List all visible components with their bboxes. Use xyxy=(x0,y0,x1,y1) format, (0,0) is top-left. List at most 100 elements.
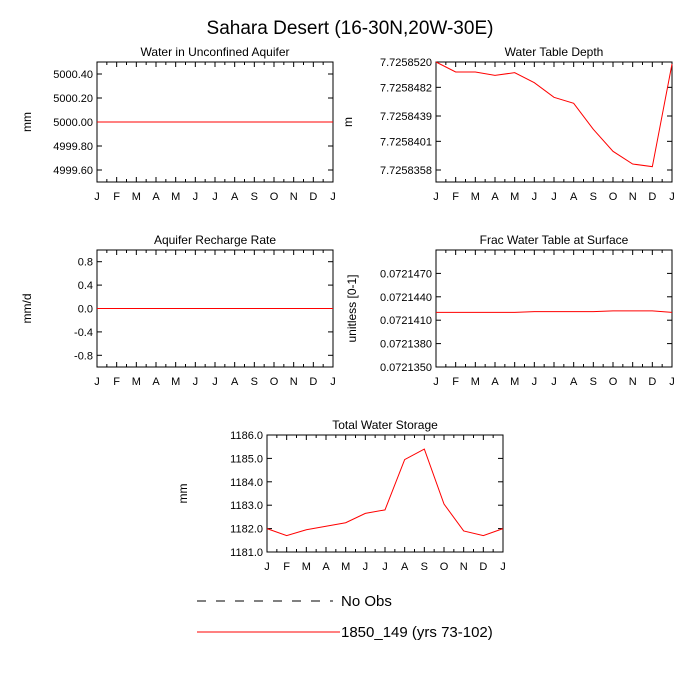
plot-frame xyxy=(435,249,673,368)
plot-frame xyxy=(435,61,673,183)
x-tick-label: N xyxy=(460,561,468,573)
y-tick-label: 0.0 xyxy=(78,304,93,316)
x-tick-label: A xyxy=(570,191,578,203)
x-tick-label: J xyxy=(330,376,336,388)
panel-title: Total Water Storage xyxy=(332,418,438,432)
y-tick-label: 0.0721380 xyxy=(380,339,432,351)
y-axis-label: mm/d xyxy=(20,294,34,324)
x-tick-label: M xyxy=(171,376,180,388)
x-tick-label: J xyxy=(433,376,439,388)
x-tick-label: A xyxy=(152,376,160,388)
series-line-1850-149-yrs-73-102 xyxy=(266,448,504,537)
y-tick-label: 1186.0 xyxy=(230,430,263,442)
x-tick-label: J xyxy=(551,191,557,203)
y-tick-label: -0.8 xyxy=(74,350,93,362)
x-tick-label: A xyxy=(491,376,499,388)
panel-title: Water Table Depth xyxy=(505,45,604,59)
x-tick-label: M xyxy=(302,561,311,573)
y-tick-label: 5000.00 xyxy=(53,117,93,129)
y-tick-label: 7.7258520 xyxy=(380,57,432,69)
y-tick-label: -0.4 xyxy=(74,327,93,339)
x-tick-label: M xyxy=(471,376,480,388)
x-tick-label: D xyxy=(479,561,487,573)
y-tick-label: 0.0721410 xyxy=(380,315,432,327)
x-tick-label: J xyxy=(212,376,218,388)
x-tick-label: J xyxy=(264,561,270,573)
x-tick-label: N xyxy=(290,191,298,203)
y-tick-label: 4999.60 xyxy=(53,165,93,177)
x-tick-label: J xyxy=(94,191,100,203)
x-tick-label: A xyxy=(322,561,330,573)
legend: No Obs 1850_149 (yrs 73-102) xyxy=(197,593,493,641)
legend-label-1850-149: 1850_149 (yrs 73-102) xyxy=(341,624,493,641)
y-tick-label: 0.4 xyxy=(78,280,93,292)
x-tick-label: S xyxy=(251,191,258,203)
legend-label-no-obs: No Obs xyxy=(341,593,392,610)
y-tick-label: 1183.0 xyxy=(230,500,263,512)
x-tick-label: S xyxy=(590,191,597,203)
y-axis-label: mm xyxy=(20,112,34,132)
figure-title: Sahara Desert (16-30N,20W-30E) xyxy=(207,18,494,39)
x-tick-label: D xyxy=(309,376,317,388)
series-line-1850-149-yrs-73-102 xyxy=(435,61,673,168)
y-tick-label: 7.7258439 xyxy=(380,111,432,123)
x-tick-label: F xyxy=(452,191,459,203)
x-tick-label: M xyxy=(132,376,141,388)
x-tick-label: D xyxy=(648,191,656,203)
plot-frame xyxy=(266,434,504,553)
x-tick-label: F xyxy=(283,561,290,573)
x-tick-label: O xyxy=(270,191,279,203)
y-axis-label: mm xyxy=(176,484,190,504)
x-tick-label: M xyxy=(471,191,480,203)
x-tick-label: J xyxy=(532,191,538,203)
x-tick-label: N xyxy=(629,376,637,388)
x-tick-label: D xyxy=(309,191,317,203)
x-tick-label: J xyxy=(382,561,388,573)
y-tick-label: 1185.0 xyxy=(230,453,263,465)
x-tick-label: J xyxy=(193,191,199,203)
x-tick-label: S xyxy=(590,376,597,388)
x-tick-label: F xyxy=(452,376,459,388)
series-line-1850-149-yrs-73-102 xyxy=(436,310,673,313)
x-tick-label: J xyxy=(669,191,675,203)
y-tick-label: 5000.20 xyxy=(53,93,93,105)
x-tick-label: J xyxy=(532,376,538,388)
x-tick-label: M xyxy=(132,191,141,203)
x-tick-label: O xyxy=(609,191,618,203)
x-tick-label: J xyxy=(669,376,675,388)
x-tick-label: J xyxy=(193,376,199,388)
panel-title: Frac Water Table at Surface xyxy=(480,233,629,247)
y-tick-label: 0.8 xyxy=(78,257,93,269)
x-tick-label: J xyxy=(500,561,506,573)
x-tick-label: O xyxy=(609,376,618,388)
y-tick-label: 4999.80 xyxy=(53,141,93,153)
x-tick-label: A xyxy=(491,191,499,203)
panel-title: Water in Unconfined Aquifer xyxy=(141,45,290,59)
x-tick-label: S xyxy=(421,561,428,573)
y-axis-label: m xyxy=(341,117,355,127)
x-tick-label: J xyxy=(363,561,369,573)
x-tick-label: M xyxy=(510,376,519,388)
x-tick-label: J xyxy=(212,191,218,203)
y-tick-label: 7.7258401 xyxy=(380,136,432,148)
x-tick-label: A xyxy=(570,376,578,388)
x-tick-label: A xyxy=(401,561,409,573)
y-tick-label: 1184.0 xyxy=(230,477,263,489)
panel-title: Aquifer Recharge Rate xyxy=(154,233,276,247)
x-tick-label: N xyxy=(290,376,298,388)
x-tick-label: M xyxy=(171,191,180,203)
x-tick-label: O xyxy=(270,376,279,388)
x-tick-label: A xyxy=(152,191,160,203)
y-tick-label: 7.7258358 xyxy=(380,165,432,177)
x-tick-label: J xyxy=(433,191,439,203)
x-tick-label: A xyxy=(231,376,239,388)
x-tick-label: M xyxy=(510,191,519,203)
x-tick-label: D xyxy=(648,376,656,388)
y-tick-label: 1182.0 xyxy=(230,524,263,536)
x-tick-label: F xyxy=(113,191,120,203)
x-tick-label: J xyxy=(94,376,100,388)
